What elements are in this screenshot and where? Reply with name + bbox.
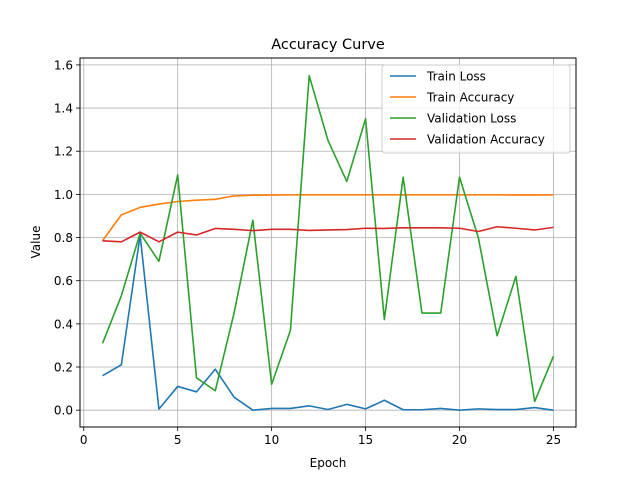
x-tick-label: 0 [80, 433, 88, 447]
chart-title: Accuracy Curve [271, 37, 385, 53]
y-tick-label: 1.4 [54, 102, 73, 116]
legend-box [381, 64, 571, 154]
y-tick-label: 0.8 [54, 231, 73, 245]
plot-frame [79, 57, 577, 428]
grid [80, 58, 576, 427]
series-layer [101, 74, 555, 411]
y-tick-label: 0.0 [54, 404, 73, 418]
series-line-train-accuracy [101, 194, 554, 242]
y-tick-label: 0.4 [54, 317, 73, 331]
y-tick-label: 0.6 [54, 274, 73, 288]
legend: Train Loss Train Accuracy Validation Loss V… [381, 64, 571, 154]
x-axis-label: Epoch [310, 456, 347, 470]
x-tick-label: 15 [358, 433, 373, 447]
x-tick-label: 25 [546, 433, 561, 447]
legend-label-train-loss: Train Loss [426, 70, 486, 84]
y-tick-label: 1.2 [54, 145, 73, 159]
x-tick-label: 5 [174, 433, 182, 447]
y-axis: 0.0 0.2 0.4 0.6 0.8 1.0 1.2 1.4 1.6 [54, 58, 80, 418]
x-tick-label: 20 [452, 433, 467, 447]
y-tick-label: 1.6 [54, 58, 73, 72]
y-tick-label: 1.0 [54, 188, 73, 202]
y-tick-label: 0.2 [54, 361, 73, 375]
series-line-validation-accuracy [102, 225, 554, 243]
x-axis: 0 5 10 15 20 25 [80, 427, 561, 447]
y-axis-label: Value [29, 226, 43, 259]
series-line-validation-loss [101, 74, 555, 403]
legend-label-validation-loss: Validation Loss [427, 112, 516, 126]
x-tick-label: 10 [264, 433, 279, 447]
series-line-train-loss [102, 234, 554, 411]
legend-label-train-accuracy: Train Accuracy [426, 91, 514, 105]
legend-label-validation-accuracy: Validation Accuracy [427, 133, 545, 147]
